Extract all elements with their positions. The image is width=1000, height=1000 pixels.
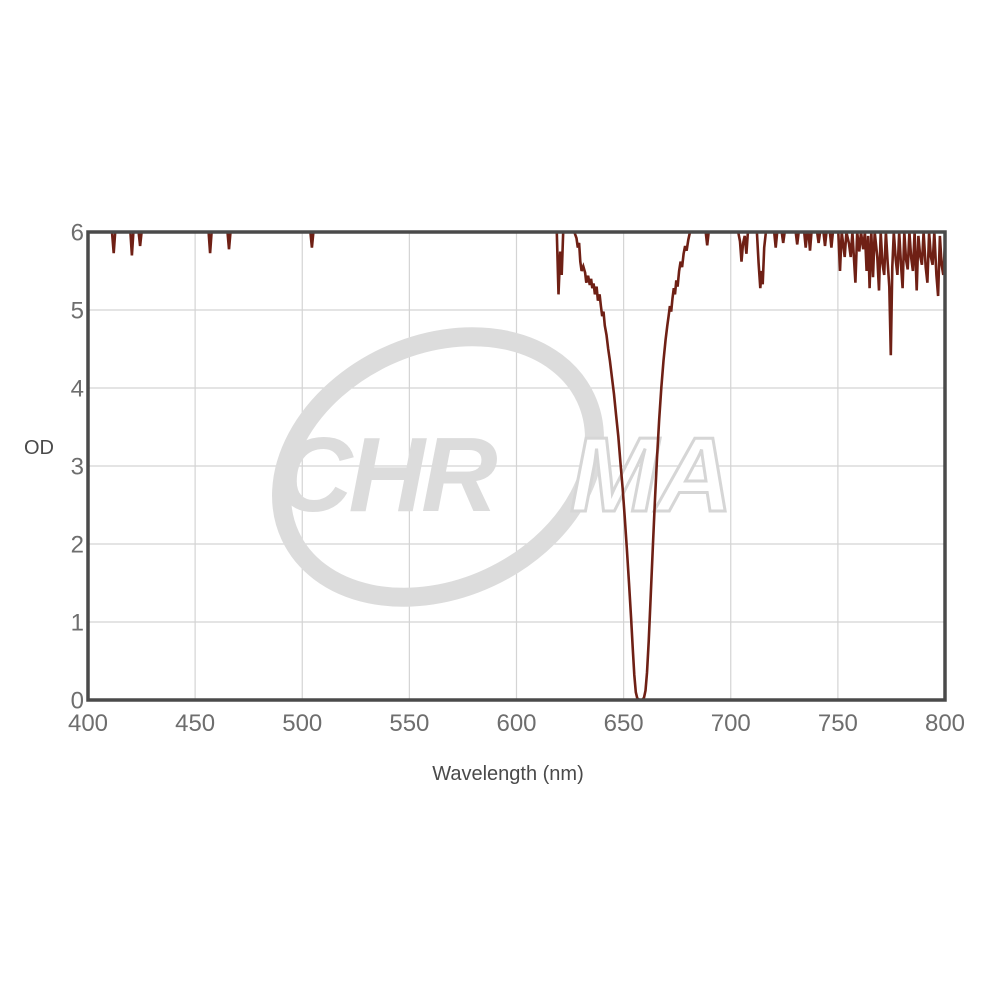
x-axis-title: Wavelength (nm) bbox=[432, 763, 584, 785]
tick-labels: 400 450 500 550 600 650 700 750 800 0 1 2 3 4 5 6 bbox=[68, 220, 965, 738]
y-tick-label-2: 2 bbox=[71, 532, 84, 559]
y-tick-label-6: 6 bbox=[71, 220, 84, 247]
od-curve bbox=[88, 232, 945, 700]
y-tick-label-1: 1 bbox=[71, 610, 84, 637]
x-tick-label-800: 800 bbox=[925, 710, 965, 737]
y-tick-label-4: 4 bbox=[71, 376, 84, 403]
watermark-swoosh-ellipse-icon bbox=[272, 327, 604, 607]
y-tick-label-0: 0 bbox=[71, 688, 84, 715]
x-tick-label-500: 500 bbox=[282, 710, 322, 737]
y-tick-label-3: 3 bbox=[71, 454, 84, 481]
x-tick-label-750: 750 bbox=[818, 710, 858, 737]
gridlines bbox=[88, 232, 945, 700]
x-tick-label-400: 400 bbox=[68, 710, 108, 737]
x-tick-label-650: 650 bbox=[604, 710, 644, 737]
y-axis-title: OD bbox=[24, 437, 54, 459]
y-tick-label-5: 5 bbox=[71, 298, 84, 325]
plot-frame bbox=[86, 230, 947, 702]
watermark-text-outline: MA bbox=[570, 416, 731, 534]
x-tick-label-600: 600 bbox=[496, 710, 536, 737]
chroma-watermark: CHR MA bbox=[272, 327, 734, 607]
watermark-text-solid: CHR bbox=[276, 416, 497, 534]
x-tick-label-550: 550 bbox=[389, 710, 429, 737]
x-tick-label-700: 700 bbox=[711, 710, 751, 737]
x-tick-label-450: 450 bbox=[175, 710, 215, 737]
